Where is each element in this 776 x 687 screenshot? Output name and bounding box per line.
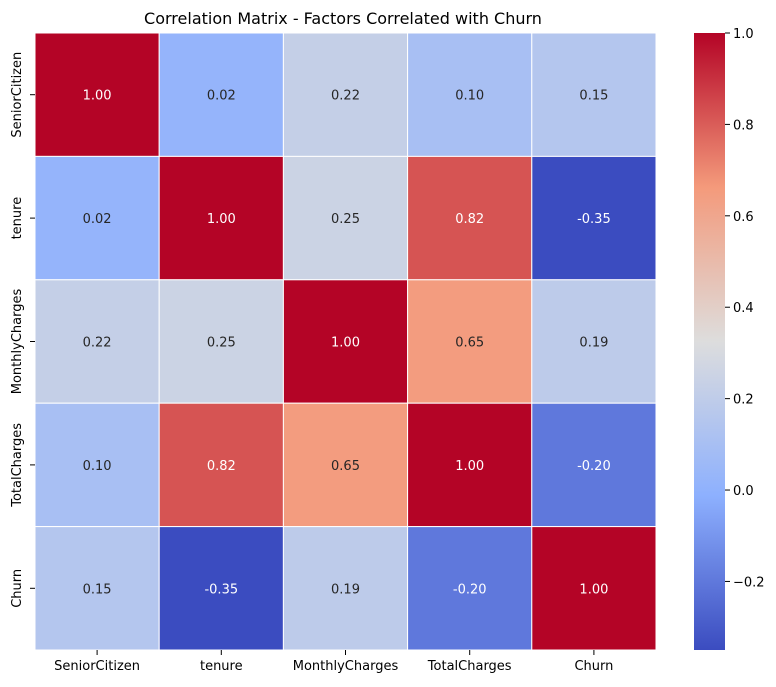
chart-title: Correlation Matrix - Factors Correlated …: [144, 9, 542, 28]
colorbar: 1.0 0.8 0.6 0.4 0.2 0.0 −0.2: [694, 27, 765, 650]
cell-value-label: 0.15: [579, 89, 608, 104]
cell-value-label: 0.02: [83, 212, 112, 227]
cell-value-label: 0.19: [331, 582, 360, 597]
heatmap-cell: [158, 32, 284, 157]
heatmap-cell: [531, 279, 657, 404]
colorbar-tick-label: 0.8: [733, 118, 754, 133]
heatmap-cell: [407, 32, 533, 157]
heatmap-cell: [282, 32, 409, 157]
heatmap-cell: [282, 526, 409, 651]
cell-value-label: 1.00: [579, 582, 608, 597]
heatmap-cell: [158, 526, 284, 651]
cell-value-label: 1.00: [207, 212, 236, 227]
cell-value-label: 0.02: [207, 89, 236, 104]
y-tick-label: MonthlyCharges: [10, 289, 25, 395]
heatmap-cell: [158, 402, 284, 528]
heatmap-cell: [282, 402, 409, 528]
cell-value-label: 0.65: [331, 459, 360, 474]
cell-value-label: 0.22: [331, 89, 360, 104]
y-tick-label: tenure: [10, 197, 25, 240]
y-tick-label: TotalCharges: [10, 423, 25, 508]
x-tick-label: Churn: [574, 659, 613, 674]
cell-value-label: 0.65: [455, 336, 484, 351]
y-tick-label: Churn: [10, 569, 25, 608]
x-axis: SeniorCitizen tenure MonthlyCharges TotalCh…: [54, 650, 613, 674]
colorbar-tick-label: 1.0: [733, 27, 754, 42]
colorbar-tick-label: 0.2: [733, 393, 754, 408]
cell-value-label: 1.00: [83, 89, 112, 104]
cell-value-label: 0.82: [455, 212, 484, 227]
heatmap-cell-labels: 1.00 0.02 0.22 0.10 0.15 0.02 1.00 0.25 0.82 -0.3…: [83, 89, 611, 598]
colorbar-tick-label: −0.2: [733, 575, 765, 590]
x-tick-label: TotalCharges: [427, 659, 512, 674]
colorbar-tick-label: 0.6: [733, 210, 754, 225]
heatmap-cell: [407, 279, 533, 404]
cell-value-label: 0.10: [455, 89, 484, 104]
cell-value-label: 0.22: [83, 336, 112, 351]
heatmap-cells: [34, 32, 657, 651]
colorbar-gradient: [694, 33, 725, 650]
cell-value-label: 1.00: [331, 336, 360, 351]
heatmap-cell: [34, 32, 160, 157]
heatmap-cell: [407, 402, 533, 528]
heatmap-cell: [531, 32, 657, 157]
cell-value-label: 0.15: [83, 582, 112, 597]
cell-value-label: 0.10: [83, 459, 112, 474]
cell-value-label: 0.25: [331, 212, 360, 227]
cell-value-label: -0.20: [577, 459, 611, 474]
x-tick-label: MonthlyCharges: [293, 659, 399, 674]
cell-value-label: 0.25: [207, 336, 236, 351]
x-tick-label: SeniorCitizen: [54, 659, 140, 674]
cell-value-label: 0.82: [207, 459, 236, 474]
colorbar-tick-label: 0.4: [733, 301, 754, 316]
y-tick-label: SeniorCitizen: [10, 52, 25, 138]
cell-value-label: -0.35: [577, 212, 611, 227]
cell-value-label: -0.35: [204, 582, 238, 597]
heatmap-cell: [158, 279, 284, 404]
y-axis: SeniorCitizen tenure MonthlyCharges TotalCh…: [10, 52, 35, 608]
heatmap-cell: [531, 155, 657, 281]
heatmap-cell: [282, 155, 409, 281]
cell-value-label: 1.00: [455, 459, 484, 474]
heatmap-cell: [34, 526, 160, 651]
cell-value-label: -0.20: [453, 582, 487, 597]
heatmap-cell: [282, 279, 409, 404]
x-tick-label: tenure: [200, 659, 243, 674]
heatmap-cell: [34, 155, 160, 281]
heatmap-cell: [531, 402, 657, 528]
heatmap-cell: [531, 526, 657, 651]
colorbar-tick-label: 0.0: [733, 484, 754, 499]
cell-value-label: 0.19: [579, 336, 608, 351]
